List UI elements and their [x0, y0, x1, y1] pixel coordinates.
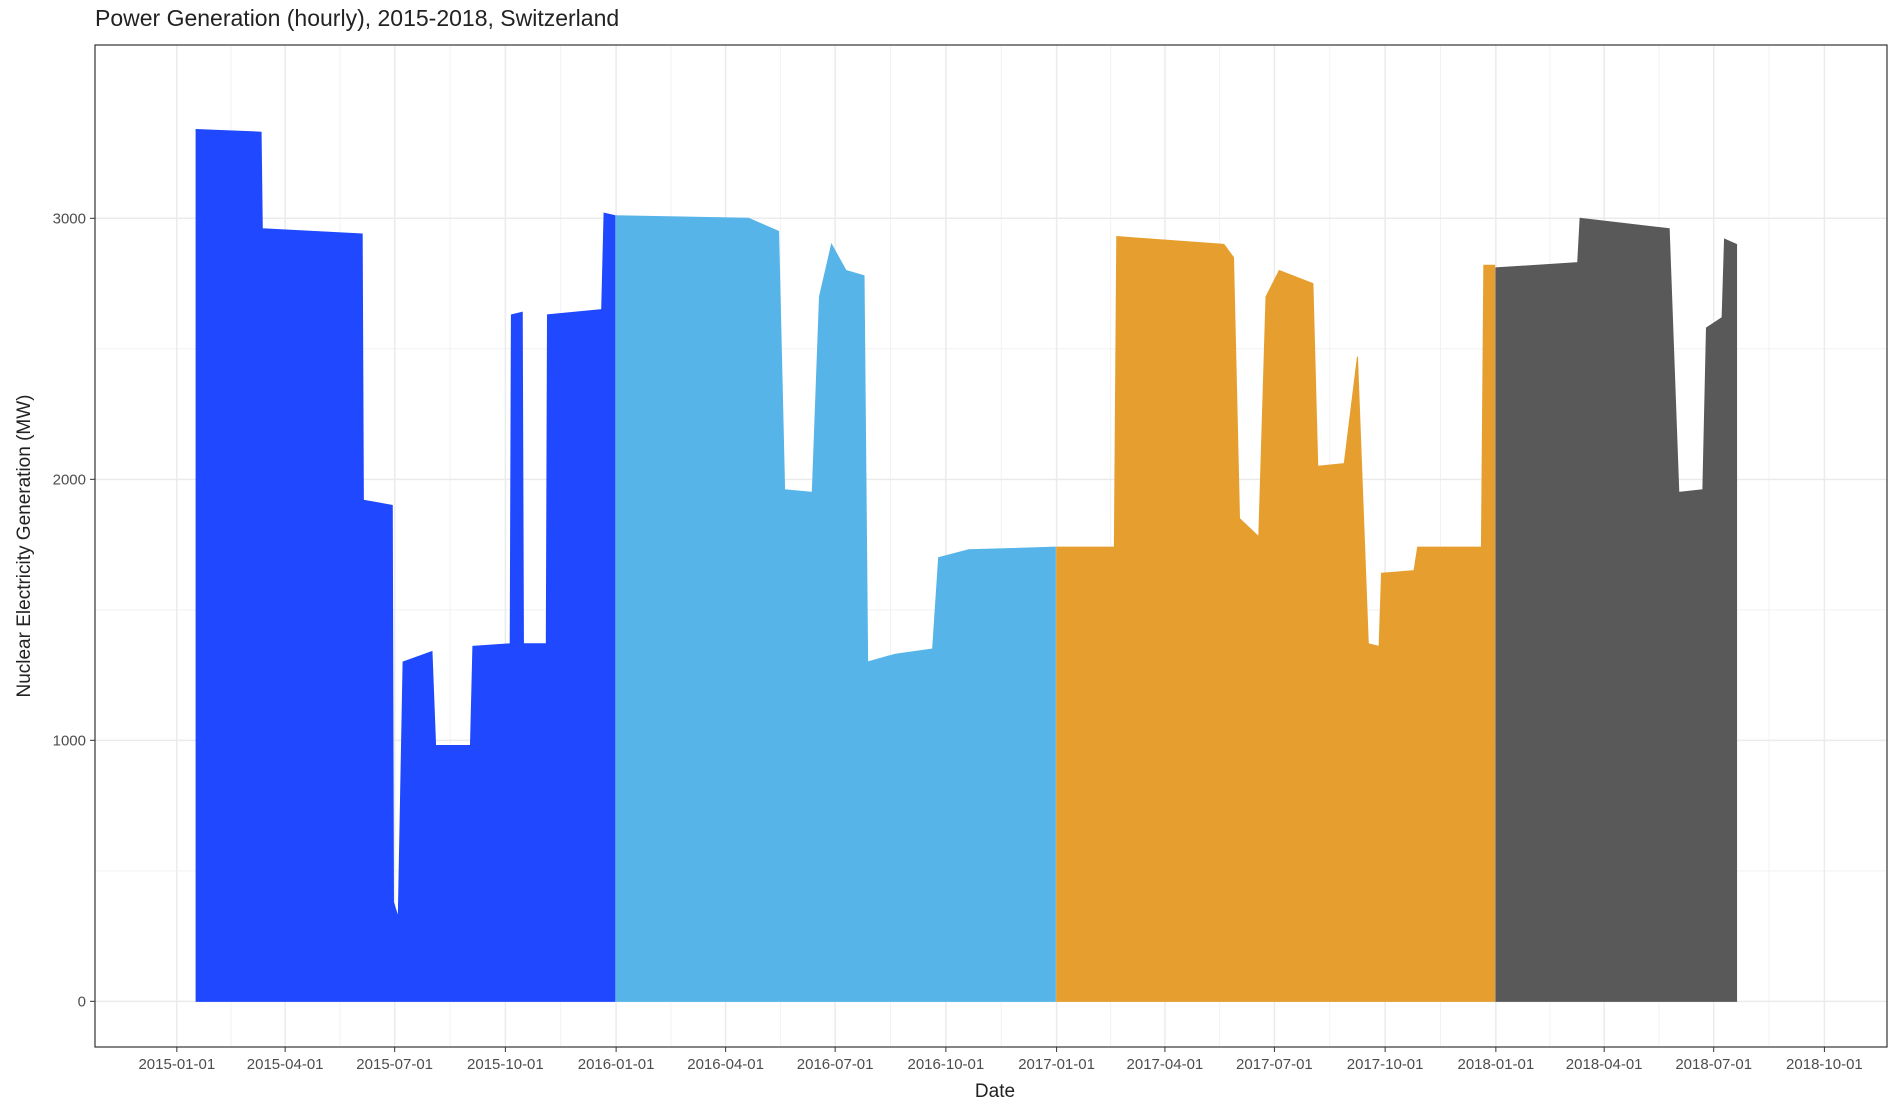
- y-tick-label: 2000: [53, 471, 86, 488]
- x-tick-label: 2017-04-01: [1127, 1056, 1204, 1073]
- y-tick-label: 3000: [53, 210, 86, 227]
- area: [1495, 217, 1738, 1002]
- chart-title: Power Generation (hourly), 2015-2018, Sw…: [95, 5, 619, 31]
- y-tick-label: 0: [78, 993, 86, 1010]
- y-axis-title: Nuclear Electricity Generation (MW): [14, 394, 35, 697]
- x-tick-label: 2015-04-01: [247, 1056, 324, 1073]
- x-tick-label: 2017-01-01: [1018, 1056, 1095, 1073]
- plot-border: [94, 44, 1888, 1048]
- x-tick-label: 2015-01-01: [138, 1056, 215, 1073]
- area: [1056, 236, 1496, 1002]
- x-tick-label: 2016-01-01: [578, 1056, 655, 1073]
- x-tick-label: 2016-07-01: [797, 1056, 874, 1073]
- x-axis-title: Date: [975, 1081, 1015, 1100]
- x-tick-label: 2017-07-01: [1236, 1056, 1313, 1073]
- area: [195, 129, 616, 1002]
- area: [615, 215, 1056, 1002]
- x-tick-label: 2018-04-01: [1566, 1056, 1643, 1073]
- x-tick-label: 2018-07-01: [1675, 1056, 1752, 1073]
- x-tick-label: 2015-10-01: [467, 1056, 544, 1073]
- x-tick-label: 2016-10-01: [908, 1056, 985, 1073]
- x-tick-label: 2016-04-01: [687, 1056, 764, 1073]
- x-tick-label: 2018-01-01: [1457, 1056, 1534, 1073]
- x-tick-label: 2015-07-01: [356, 1056, 433, 1073]
- y-tick-label: 1000: [53, 732, 86, 749]
- x-tick-label: 2017-10-01: [1347, 1056, 1424, 1073]
- x-tick-label: 2018-10-01: [1786, 1056, 1863, 1073]
